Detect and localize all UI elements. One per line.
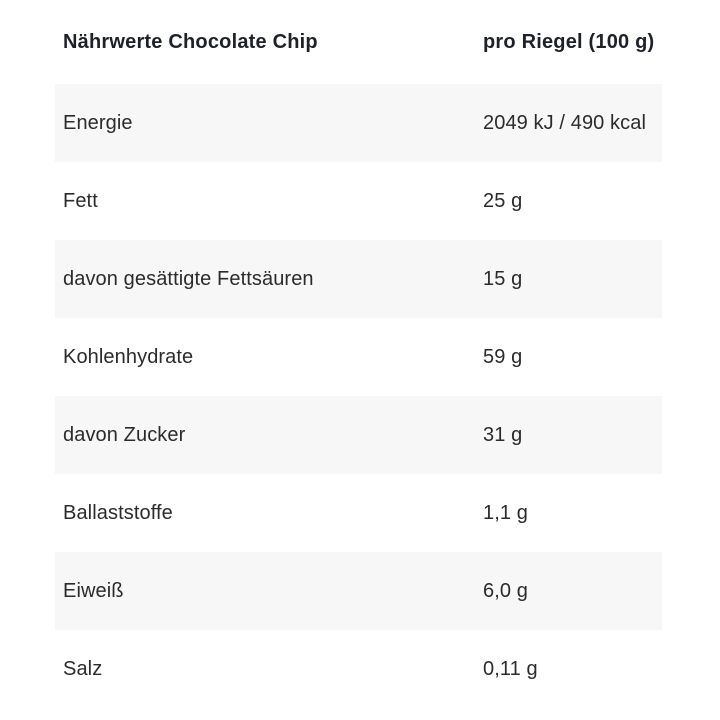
- nutrition-table: Nährwerte Chocolate Chip pro Riegel (100…: [55, 0, 662, 708]
- row-label: Kohlenhydrate: [63, 345, 194, 368]
- nutrition-table-header: Nährwerte Chocolate Chip pro Riegel (100…: [55, 0, 662, 84]
- row-label: Salz: [63, 657, 103, 680]
- row-value: 1,1 g: [483, 501, 528, 524]
- row-value: 31 g: [483, 423, 523, 446]
- header-serving-label: pro Riegel (100 g): [483, 30, 655, 53]
- table-row: Energie 2049 kJ / 490 kcal: [55, 84, 662, 162]
- row-value: 15 g: [483, 267, 523, 290]
- table-row: Salz 0,11 g: [55, 630, 662, 708]
- row-label: Fett: [63, 189, 98, 212]
- header-product-label: Nährwerte Chocolate Chip: [63, 30, 318, 53]
- row-label: Eiweiß: [63, 579, 124, 602]
- row-value: 25 g: [483, 189, 523, 212]
- table-row: Kohlenhydrate 59 g: [55, 318, 662, 396]
- row-label: Ballaststoffe: [63, 501, 173, 524]
- row-value: 2049 kJ / 490 kcal: [483, 111, 647, 134]
- row-value: 0,11 g: [483, 657, 538, 680]
- nutrition-rows: Energie 2049 kJ / 490 kcal Fett 25 g dav…: [55, 84, 662, 708]
- table-row: davon Zucker 31 g: [55, 396, 662, 474]
- row-value: 59 g: [483, 345, 523, 368]
- row-label: Energie: [63, 111, 133, 134]
- table-row: Ballaststoffe 1,1 g: [55, 474, 662, 552]
- table-row: davon gesättigte Fettsäuren 15 g: [55, 240, 662, 318]
- table-row: Fett 25 g: [55, 162, 662, 240]
- row-label: davon gesättigte Fettsäuren: [63, 267, 314, 290]
- table-row: Eiweiß 6,0 g: [55, 552, 662, 630]
- row-value: 6,0 g: [483, 579, 528, 602]
- row-label: davon Zucker: [63, 423, 186, 446]
